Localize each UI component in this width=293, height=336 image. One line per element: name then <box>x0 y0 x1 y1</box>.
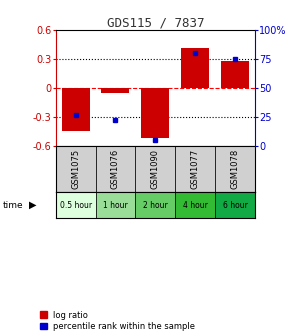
Text: time: time <box>3 201 23 210</box>
Bar <box>96 146 135 192</box>
Text: GSM1075: GSM1075 <box>71 149 80 189</box>
Text: GSM1090: GSM1090 <box>151 149 160 189</box>
Text: 2 hour: 2 hour <box>143 201 168 210</box>
Bar <box>96 192 135 218</box>
Bar <box>56 192 96 218</box>
Legend: log ratio, percentile rank within the sample: log ratio, percentile rank within the sa… <box>39 310 196 332</box>
Bar <box>181 48 209 88</box>
Bar <box>135 146 175 192</box>
Bar <box>175 146 215 192</box>
Bar <box>141 88 169 138</box>
Text: 6 hour: 6 hour <box>223 201 247 210</box>
Bar <box>62 88 90 131</box>
Bar <box>101 88 130 93</box>
Title: GDS115 / 7837: GDS115 / 7837 <box>107 16 204 29</box>
Text: GSM1077: GSM1077 <box>191 149 200 189</box>
Bar <box>215 146 255 192</box>
Bar <box>221 61 249 88</box>
Bar <box>215 192 255 218</box>
Text: 4 hour: 4 hour <box>183 201 207 210</box>
Bar <box>135 192 175 218</box>
Text: 0.5 hour: 0.5 hour <box>59 201 92 210</box>
Text: ▶: ▶ <box>29 200 37 210</box>
Text: GSM1076: GSM1076 <box>111 149 120 189</box>
Text: GSM1078: GSM1078 <box>231 149 239 189</box>
Bar <box>175 192 215 218</box>
Bar <box>56 146 96 192</box>
Text: 1 hour: 1 hour <box>103 201 128 210</box>
